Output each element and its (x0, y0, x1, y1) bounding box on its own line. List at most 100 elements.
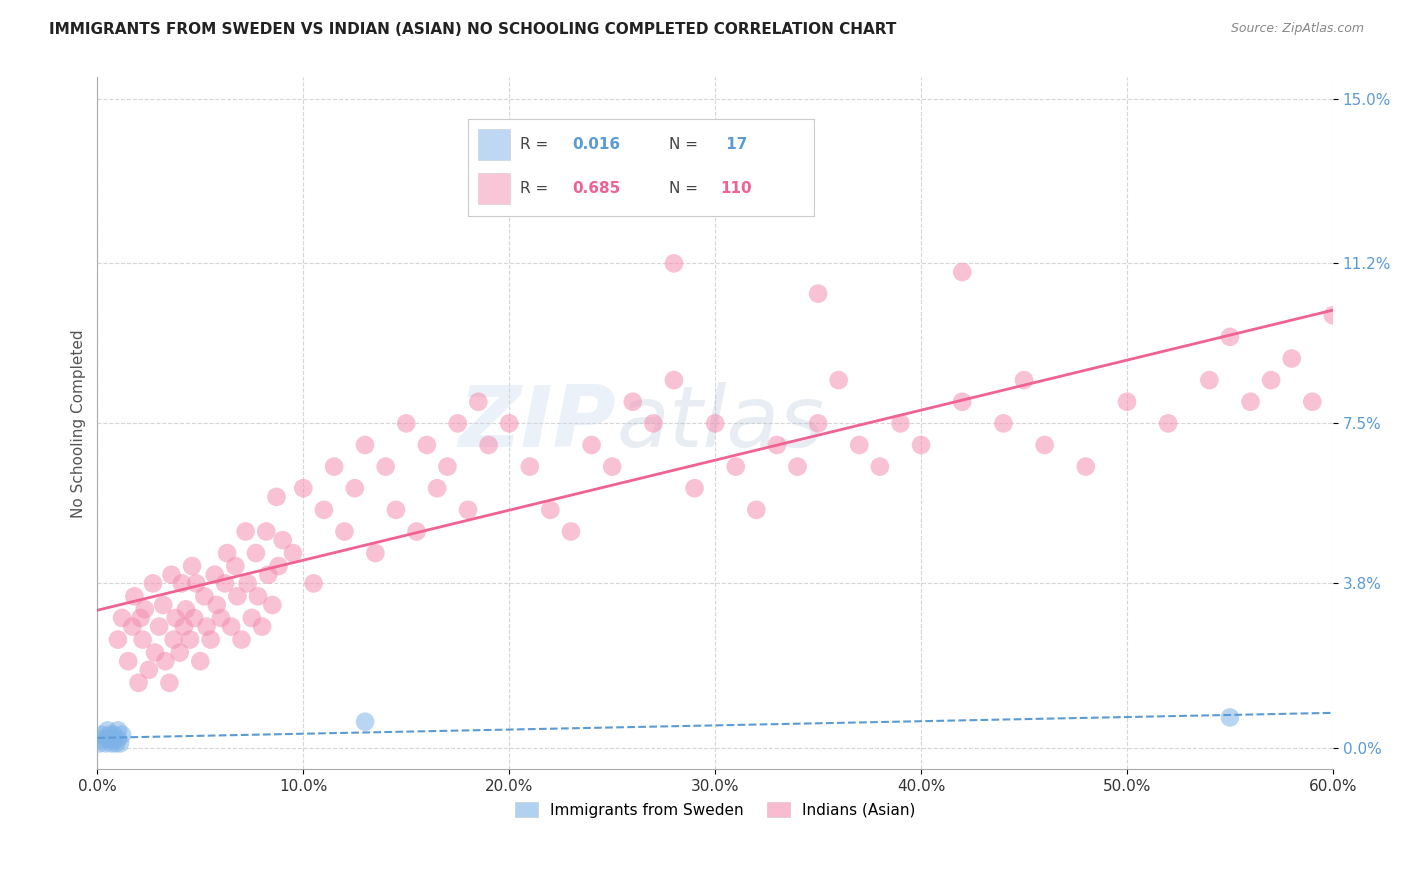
Point (250, 619, 273, 633)
Point (224, 559, 246, 574)
Point (828, 373, 851, 387)
Point (97, 723, 120, 738)
Point (643, 417, 665, 431)
Point (343, 481, 366, 495)
Point (910, 438, 932, 452)
Point (155, 654, 177, 668)
Point (138, 663, 160, 677)
Point (143, 646, 166, 660)
Point (1239, 394, 1261, 409)
Point (266, 490, 288, 504)
Point (519, 459, 541, 474)
Point (214, 576, 236, 591)
Point (323, 459, 346, 474)
Point (262, 598, 284, 612)
Point (104, 736, 127, 750)
Point (766, 438, 789, 452)
Point (254, 524, 277, 539)
Point (111, 728, 134, 742)
Point (165, 611, 187, 625)
Point (111, 611, 134, 625)
Point (848, 438, 870, 452)
Point (724, 459, 747, 474)
Point (1301, 394, 1323, 409)
Point (117, 654, 139, 668)
Point (292, 481, 315, 495)
Point (235, 524, 257, 539)
Point (374, 459, 396, 474)
Point (98, 728, 121, 742)
Point (745, 503, 768, 517)
Point (621, 394, 644, 409)
Point (97, 732, 120, 747)
Point (186, 576, 208, 591)
Point (478, 438, 501, 452)
Point (162, 632, 184, 647)
Point (1157, 417, 1180, 431)
Point (245, 546, 267, 560)
Point (152, 598, 174, 612)
Point (174, 602, 197, 616)
Point (231, 632, 253, 647)
Point (1116, 394, 1139, 409)
Point (134, 602, 156, 616)
Point (704, 417, 727, 431)
Point (354, 438, 377, 452)
Point (173, 619, 195, 633)
Point (236, 576, 259, 591)
Point (950, 394, 973, 409)
Point (333, 524, 356, 539)
Point (217, 546, 239, 560)
Point (385, 503, 408, 517)
Text: IMMIGRANTS FROM SWEDEN VS INDIAN (ASIAN) NO SCHOOLING COMPLETED CORRELATION CHAR: IMMIGRANTS FROM SWEDEN VS INDIAN (ASIAN)… (49, 22, 897, 37)
Point (1281, 351, 1303, 366)
Point (89, 736, 111, 750)
Point (128, 675, 150, 690)
Point (205, 598, 228, 612)
Point (159, 675, 181, 690)
Point (364, 546, 387, 560)
Point (457, 503, 479, 517)
Point (436, 459, 458, 474)
Point (600, 459, 623, 474)
Point (354, 714, 377, 729)
Point (1219, 710, 1241, 724)
Point (426, 481, 449, 495)
Point (267, 559, 290, 574)
Point (1260, 373, 1282, 387)
Point (181, 559, 204, 574)
Point (581, 438, 603, 452)
Text: Source: ZipAtlas.com: Source: ZipAtlas.com (1230, 22, 1364, 36)
Point (302, 576, 325, 591)
Point (257, 567, 280, 582)
Point (560, 524, 582, 539)
Point (869, 459, 891, 474)
Point (93, 732, 115, 747)
Point (807, 417, 830, 431)
Point (950, 265, 973, 279)
Point (129, 611, 152, 625)
Point (131, 632, 153, 647)
Point (498, 417, 520, 431)
Point (240, 611, 263, 625)
Point (662, 256, 685, 270)
Point (179, 632, 201, 647)
Point (107, 732, 129, 747)
Y-axis label: No Schooling Completed: No Schooling Completed (72, 329, 86, 517)
Legend: Immigrants from Sweden, Indians (Asian): Immigrants from Sweden, Indians (Asian) (509, 796, 921, 824)
Point (121, 619, 143, 633)
Point (807, 286, 830, 301)
Point (281, 546, 304, 560)
Point (1219, 330, 1241, 344)
Point (124, 590, 146, 604)
Point (100, 736, 122, 750)
Point (107, 723, 129, 738)
Point (160, 567, 183, 582)
Point (1322, 308, 1344, 322)
Point (169, 646, 191, 660)
Point (1012, 373, 1035, 387)
Point (447, 417, 470, 431)
Point (405, 524, 427, 539)
Point (209, 611, 232, 625)
Point (90, 728, 112, 742)
